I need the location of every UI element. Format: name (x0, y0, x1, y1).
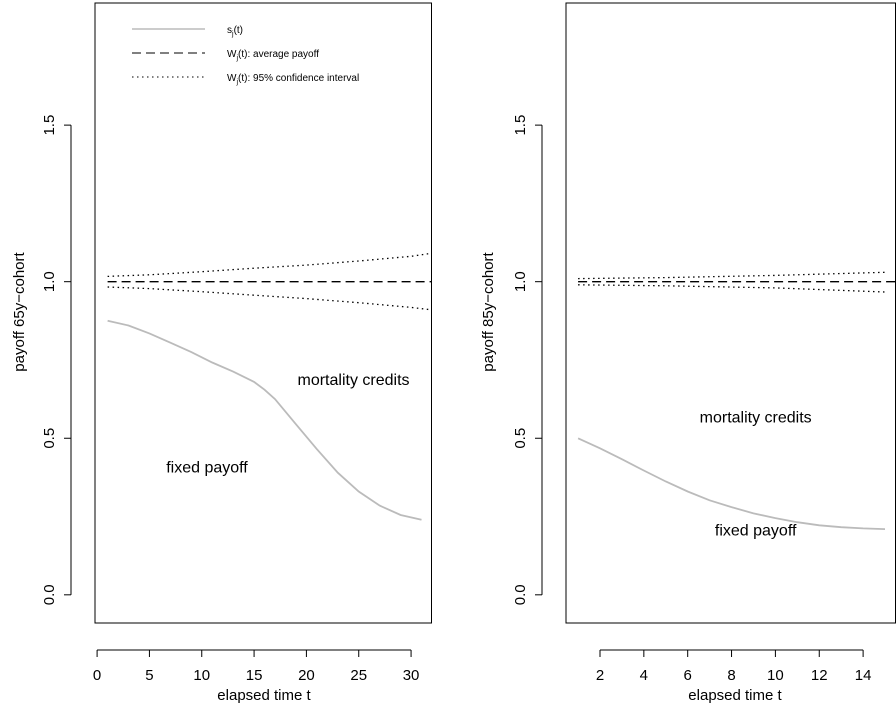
x-tick-label: 4 (640, 667, 648, 684)
x-axis-title: elapsed time t (217, 687, 311, 704)
series-line-dotted (578, 284, 886, 293)
x-tick-label: 8 (727, 667, 735, 684)
y-tick-label: 0.5 (41, 428, 58, 449)
y-tick-label: 1.0 (41, 271, 58, 292)
y-axis-title: payoff 65y−cohort (11, 251, 28, 371)
legend-label-main: W (227, 49, 237, 60)
legend-label-main: s (227, 25, 232, 36)
x-tick-label: 2 (596, 667, 604, 684)
series-group (107, 252, 432, 521)
x-axis-title: elapsed time t (688, 687, 782, 704)
x-tick-label: 25 (350, 667, 367, 684)
annotation-label: fixed payoff (166, 460, 248, 477)
x-tick-label: 12 (811, 667, 828, 684)
legend-label: Wj(t): average payoff (227, 49, 319, 62)
y-tick-label: 0.0 (512, 584, 529, 605)
y-tick-label: 1.5 (512, 115, 529, 136)
y-axis-title: payoff 85y−cohort (480, 251, 497, 371)
legend-label: Wj(t): 95% confidence interval (227, 73, 359, 86)
annotation-label: fixed payoff (715, 522, 797, 539)
legend-label-rest: (t): average payoff (238, 49, 319, 60)
legend-label-rest: (t) (234, 25, 243, 36)
x-tick-label: 5 (145, 667, 153, 684)
legend-label-subscript: j (235, 79, 238, 86)
series-line-dotted (578, 271, 886, 280)
series-line-dotted (107, 286, 432, 311)
series-line-dotted (107, 252, 432, 278)
annotation-label: mortality credits (297, 372, 409, 389)
legend-label-main: W (227, 73, 237, 84)
series-line-solid-gray (107, 319, 422, 521)
legend-label: sj(t) (227, 25, 243, 38)
plot-frame (94, 2, 432, 624)
x-tick-label: 20 (298, 667, 315, 684)
x-tick-label: 0 (93, 667, 101, 684)
y-tick-label: 1.0 (512, 271, 529, 292)
x-tick-label: 15 (246, 667, 263, 684)
annotation-label: mortality credits (700, 410, 812, 427)
series-line-solid-gray (577, 437, 886, 530)
x-tick-label: 6 (684, 667, 692, 684)
right-panel-85y-cohort: payoff 85y−cohort elapsed time t 2 4 6 8 10 1… (480, 2, 896, 704)
legend-label-subscript: j (231, 31, 234, 38)
y-tick-label: 0.0 (41, 584, 58, 605)
y-tick-label: 1.5 (41, 115, 58, 136)
x-tick-label: 30 (403, 667, 420, 684)
x-tick-label: 14 (855, 667, 872, 684)
legend-label-rest: (t): 95% confidence interval (238, 73, 359, 84)
legend-label-subscript: j (235, 55, 238, 62)
x-tick-label: 10 (767, 667, 784, 684)
x-tick-label: 10 (193, 667, 210, 684)
y-tick-label: 0.5 (512, 428, 529, 449)
left-panel-65y-cohort: payoff 65y−cohort elapsed time t 0 5 10 15 2… (11, 2, 432, 704)
series-group (577, 271, 896, 530)
